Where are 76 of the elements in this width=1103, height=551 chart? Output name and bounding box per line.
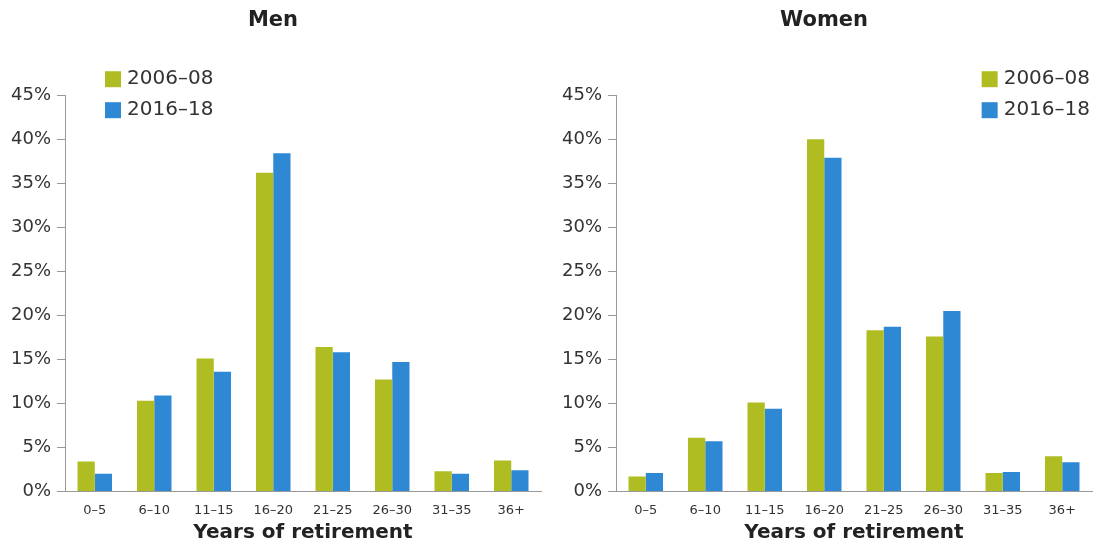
- bar: [824, 157, 842, 491]
- bar: [137, 400, 155, 491]
- x-tick-label: 26–30: [372, 501, 413, 517]
- bar: [688, 437, 706, 491]
- bar: [256, 172, 274, 491]
- x-tick-label: 11–15: [193, 501, 234, 517]
- bar: [315, 347, 333, 491]
- bar: [1062, 462, 1080, 491]
- bar: [866, 330, 884, 491]
- bar: [511, 470, 529, 491]
- y-tick-label: 25%: [10, 258, 52, 280]
- bar: [645, 472, 664, 491]
- bar: [926, 336, 944, 491]
- y-tick-label: 30%: [561, 214, 603, 236]
- bar: [764, 408, 783, 491]
- bar: [628, 476, 646, 491]
- legend-label: 2016–18: [1003, 96, 1091, 121]
- x-tick-label: 0–5: [634, 501, 658, 517]
- x-tick-label: 31–35: [982, 501, 1023, 517]
- x-tick-label: 36+: [497, 501, 525, 517]
- x-tick-label: 26–30: [923, 501, 964, 517]
- x-tick-label: 0–5: [83, 501, 107, 517]
- bar: [943, 310, 961, 491]
- y-tick-label: 0%: [573, 479, 603, 501]
- bar: [705, 441, 723, 491]
- legend-label: 2016–18: [127, 96, 214, 121]
- bar: [77, 461, 95, 491]
- y-tick-label: 30%: [10, 214, 52, 236]
- y-tick-label: 35%: [10, 170, 52, 192]
- y-tick-label: 20%: [561, 302, 603, 324]
- bar: [1002, 472, 1021, 491]
- y-tick-label: 20%: [10, 302, 52, 324]
- bar: [1045, 456, 1063, 491]
- x-tick-label: 21–25: [312, 501, 353, 517]
- chart-title: Men: [247, 7, 299, 32]
- bar: [332, 352, 351, 491]
- x-tick-label: 6–10: [138, 501, 170, 517]
- y-tick-label: 0%: [22, 479, 52, 501]
- bar: [392, 361, 410, 491]
- bar: [883, 326, 902, 491]
- y-tick-label: 40%: [10, 126, 52, 148]
- legend-label: 2006–08: [127, 65, 214, 90]
- bar: [434, 471, 452, 491]
- y-tick-label: 35%: [561, 170, 603, 192]
- y-tick-label: 45%: [10, 82, 52, 104]
- x-tick-label: 11–15: [744, 501, 785, 517]
- x-axis-title: Years of retirement: [743, 519, 965, 544]
- bar: [213, 371, 232, 491]
- bar: [196, 358, 214, 491]
- y-tick-label: 10%: [561, 391, 603, 413]
- x-tick-label: 6–10: [689, 501, 721, 517]
- x-axis-title: Years of retirement: [192, 519, 414, 544]
- y-tick-label: 40%: [561, 126, 603, 148]
- bar: [375, 379, 393, 491]
- y-tick-label: 15%: [561, 347, 603, 369]
- x-tick-label: 36+: [1048, 501, 1076, 517]
- x-tick-label: 16–20: [253, 501, 294, 517]
- y-tick-label: 15%: [10, 347, 52, 369]
- bar: [273, 153, 291, 491]
- x-tick-label: 21–25: [863, 501, 904, 517]
- bar: [494, 460, 512, 491]
- y-tick-label: 25%: [561, 258, 603, 280]
- legend-label: 2006–08: [1003, 65, 1091, 90]
- x-tick-label: 31–35: [431, 501, 472, 517]
- bar: [154, 395, 172, 491]
- y-tick-label: 10%: [10, 391, 52, 413]
- y-tick-label: 45%: [561, 82, 603, 104]
- bar: [747, 402, 765, 491]
- bar: [985, 472, 1003, 491]
- y-tick-label: 5%: [22, 435, 52, 457]
- y-tick-label: 5%: [573, 435, 603, 457]
- x-tick-label: 16–20: [804, 501, 845, 517]
- bar: [451, 473, 470, 491]
- chart-title: Women: [780, 7, 868, 32]
- bar: [94, 473, 113, 491]
- bar: [807, 139, 825, 491]
